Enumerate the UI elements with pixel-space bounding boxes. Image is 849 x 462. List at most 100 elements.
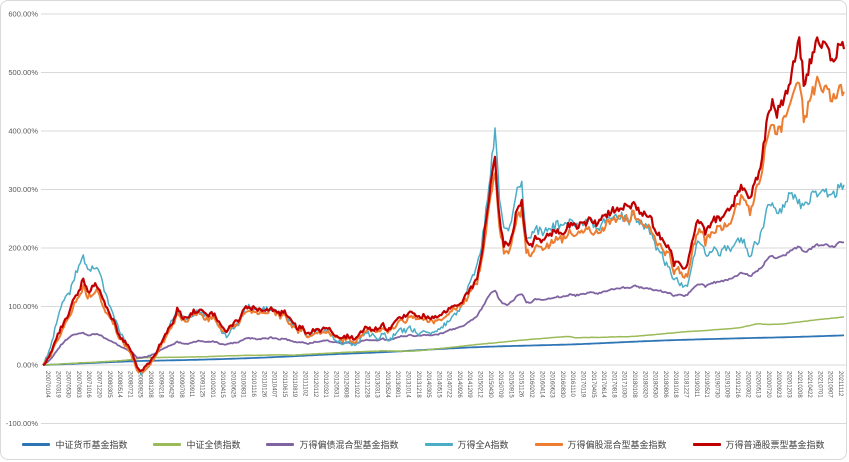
- legend-label: 万得普通股票型基金指数: [725, 440, 825, 450]
- x-tick-label: 20070530: [65, 371, 71, 398]
- x-tick-label: 20190730: [713, 371, 719, 398]
- x-tick-label: 20090429: [168, 371, 174, 398]
- x-tick-label: 20070803: [75, 371, 81, 398]
- x-tick-label: 20080514: [116, 371, 122, 398]
- x-tick-label: 20161110: [569, 371, 575, 397]
- legend-item-0: 中证货币基金指数: [22, 438, 127, 451]
- x-tick-label: 20120321: [322, 371, 328, 398]
- x-tick-label: 20101116: [250, 371, 256, 397]
- x-tick-label: 20170119: [580, 371, 586, 398]
- x-tick-label: 20080305: [106, 371, 112, 398]
- x-tick-label: 20110126: [260, 371, 266, 398]
- legend-line-swatch-icon: [266, 443, 295, 446]
- x-tick-label: 20100415: [219, 371, 225, 398]
- legend-item-5: 万得普通股票型基金指数: [692, 438, 825, 451]
- legend-line-swatch-icon: [424, 443, 453, 446]
- legend-item-4: 万得偏股混合型基金指数: [534, 438, 667, 451]
- legend-label: 万得偏股混合型基金指数: [567, 440, 667, 450]
- x-tick-label: 20200720: [765, 371, 771, 398]
- x-tick-label: 20200302: [744, 371, 750, 398]
- x-tick-label: 20171030: [621, 371, 627, 398]
- x-tick-label: 20150915: [507, 371, 513, 398]
- series-line-2: [42, 240, 845, 366]
- y-tick-label: 300.00%: [8, 185, 38, 194]
- x-tick-label: 20180108: [631, 371, 637, 398]
- chart-canvas: 600.00% 500.00% 400.00% 300.00% 200.00% 100.0…: [6, 10, 846, 429]
- x-tick-label: 20131014: [404, 371, 410, 398]
- x-tick-label: 20201203: [786, 371, 792, 398]
- x-tick-label: 20191216: [734, 371, 740, 398]
- x-tick-label: 20211112: [837, 371, 843, 397]
- legend-label: 万得全A指数: [457, 440, 509, 450]
- x-tick-label: 20180806: [662, 371, 668, 398]
- x-tick-label: 20160202: [528, 371, 534, 398]
- y-tick-label: 600.00%: [8, 10, 38, 19]
- series-line-1: [43, 316, 845, 366]
- legend-line-swatch-icon: [692, 443, 721, 446]
- x-tick-label: 20210208: [796, 371, 802, 398]
- x-tick-label: 20140926: [456, 371, 462, 398]
- legend-label: 万得偏债混合型基金指数: [299, 440, 399, 450]
- x-tick-label: 20070104: [44, 371, 50, 398]
- x-tick-label: 20090911: [188, 371, 194, 398]
- x-tick-label: 20180530: [652, 371, 658, 398]
- series-line-4: [42, 75, 845, 374]
- legend-line-swatch-icon: [22, 443, 51, 446]
- y-tick-label: 400.00%: [8, 127, 38, 136]
- x-tick-label: 20180320: [641, 371, 647, 398]
- legend-label: 中证全债指数: [186, 440, 241, 450]
- x-tick-label: 20110615: [281, 371, 287, 398]
- x-tick-label: 20071220: [95, 371, 101, 398]
- x-tick-label: 20141209: [466, 371, 472, 398]
- x-tick-label: 20170818: [610, 371, 616, 398]
- x-tick-label: 20091125: [198, 371, 204, 398]
- x-axis-labels: 20070104 20070319 20070530 20070803 20071016…: [44, 371, 843, 398]
- y-tick-label: 500.00%: [8, 68, 38, 77]
- x-tick-label: 20160830: [559, 371, 565, 398]
- y-tick-label: 0.00%: [17, 361, 39, 370]
- y-tick-label: 200.00%: [8, 244, 38, 253]
- x-tick-label: 20110407: [271, 371, 277, 398]
- x-tick-label: 20110819: [291, 371, 297, 398]
- x-tick-label: 20191009: [724, 371, 730, 398]
- x-tick-label: 20090708: [178, 371, 184, 398]
- x-tick-label: 20100625: [229, 371, 235, 398]
- x-tick-label: 20120112: [312, 371, 318, 398]
- x-tick-label: 20140515: [435, 371, 441, 398]
- x-tick-label: 20210907: [827, 371, 833, 398]
- x-tick-label: 20131218: [415, 371, 421, 398]
- legend-item-2: 万得偏债混合型基金指数: [266, 438, 399, 451]
- x-tick-label: 20200923: [775, 371, 781, 398]
- x-tick-label: 20070319: [54, 371, 60, 398]
- x-tick-label: 20140305: [425, 371, 431, 398]
- y-tick-label: -100.00%: [6, 419, 38, 428]
- legend-item-3: 万得全A指数: [424, 438, 509, 451]
- x-tick-label: 20190311: [693, 371, 699, 398]
- x-tick-label: 20121022: [353, 371, 359, 398]
- y-axis-labels: 600.00% 500.00% 400.00% 300.00% 200.00% 100.0…: [6, 10, 38, 429]
- legend-item-1: 中证全债指数: [153, 438, 240, 451]
- x-tick-label: 20190521: [703, 371, 709, 398]
- gridlines: [41, 13, 846, 424]
- series-lines: [42, 36, 846, 376]
- x-tick-label: 20210701: [816, 371, 822, 398]
- x-tick-label: 20181018: [672, 371, 678, 398]
- series-line-5: [42, 36, 846, 373]
- x-tick-label: 20210422: [806, 371, 812, 398]
- x-tick-label: 20100201: [209, 371, 215, 398]
- legend-label: 中证货币基金指数: [55, 440, 128, 450]
- x-tick-label: 20170614: [600, 371, 606, 398]
- x-tick-label: 20100831: [240, 371, 246, 398]
- x-tick-label: 20120531: [332, 371, 338, 398]
- x-tick-label: 20130801: [394, 371, 400, 398]
- x-tick-label: 20160623: [549, 371, 555, 398]
- legend-line-swatch-icon: [153, 443, 182, 446]
- x-tick-label: 20081208: [147, 371, 153, 398]
- x-tick-label: 20150212: [477, 371, 483, 398]
- x-tick-label: 20090218: [157, 371, 163, 398]
- x-tick-label: 20150709: [497, 371, 503, 398]
- x-tick-label: 20130313: [374, 371, 380, 398]
- legend-line-swatch-icon: [534, 443, 563, 446]
- x-tick-label: 20130524: [384, 371, 390, 398]
- x-tick-label: 20071016: [85, 371, 91, 398]
